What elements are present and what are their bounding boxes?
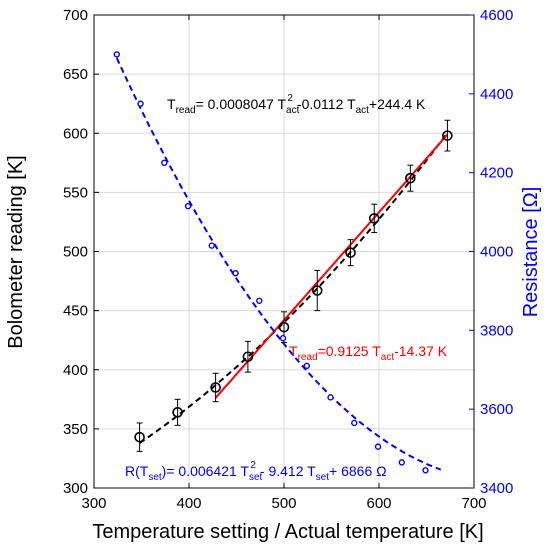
x-tick-label: 300 [81,495,106,512]
fit-curves [115,57,449,471]
x-tick-label: 500 [271,495,296,512]
y-axis-ticks: 300 350 400 450 500 550 600 650 700 [63,7,99,497]
y-axis-label: Bolometer reading [K] [5,155,27,348]
resistance-fit-line [115,57,442,471]
x-axis-ticks: 300 400 500 600 700 [81,15,487,512]
bolometer-point [172,407,183,418]
grid-lines [93,14,475,489]
y-tick-label: 400 [63,362,88,379]
data-markers [113,51,453,474]
bolometer-point [368,213,380,224]
quadratic-fit-line [139,132,449,444]
resistance-point [398,459,405,466]
bolometer-point [442,130,453,141]
resistance-point [351,419,358,427]
bolometer-point [311,285,323,296]
x-tick-label: 700 [461,495,486,512]
y-tick-label: 650 [63,66,88,83]
linear-fit-line [214,133,449,399]
y-tick-label: 600 [63,125,88,142]
bolometer-point [210,382,221,393]
resistance-point [256,297,263,304]
y2-tick-label: 4200 [480,165,513,182]
bolometer-point [405,172,416,184]
y2-tick-label: 4000 [480,244,513,261]
y2-axis-ticks: 3400 3600 3800 4000 4200 4400 4600 [469,7,513,497]
resistance-point [303,362,310,370]
bolometer-point [345,247,356,258]
y-tick-label: 300 [63,480,88,497]
linear-fit-annotation: Tread=0.9125 Tact-14.37 K [289,343,448,363]
bolometer-point [134,431,145,443]
y-tick-label: 450 [63,303,88,320]
bolometer-point [242,351,254,363]
y-tick-label: 700 [63,7,88,24]
resistance-point [137,100,144,107]
resistance-point [374,443,382,450]
resistance-point [279,335,287,342]
x-tick-label: 400 [176,495,201,512]
y2-tick-label: 3400 [480,480,513,497]
bolometer-point [278,321,290,333]
resistance-point [161,159,168,167]
y2-axis-label: Resistance [Ω] [520,187,542,318]
quadratic-fit-annotation: Tread= 0.0008047 Tact2 -0.0112 Tact+244.4… [167,93,426,116]
resistance-point [422,467,429,474]
y-tick-label: 500 [63,244,88,261]
resistance-point [232,269,239,277]
y2-tick-label: 3800 [480,322,513,339]
y2-tick-label: 4400 [480,86,513,103]
y-tick-label: 350 [63,421,88,438]
resistance-fit-annotation: R(Tset)= 0.006421 Tset2- 9.412 Tset+ 686… [125,460,387,483]
resistance-point [113,51,121,58]
resistance-point [184,202,192,210]
y-tick-label: 550 [63,184,88,201]
resistance-point [208,242,216,249]
resistance-point [327,394,334,401]
y2-tick-label: 4600 [480,7,513,24]
x-tick-label: 600 [366,495,391,512]
x-axis-label: Temperature setting / Actual temperature… [92,521,483,543]
y2-tick-label: 3600 [480,401,513,418]
